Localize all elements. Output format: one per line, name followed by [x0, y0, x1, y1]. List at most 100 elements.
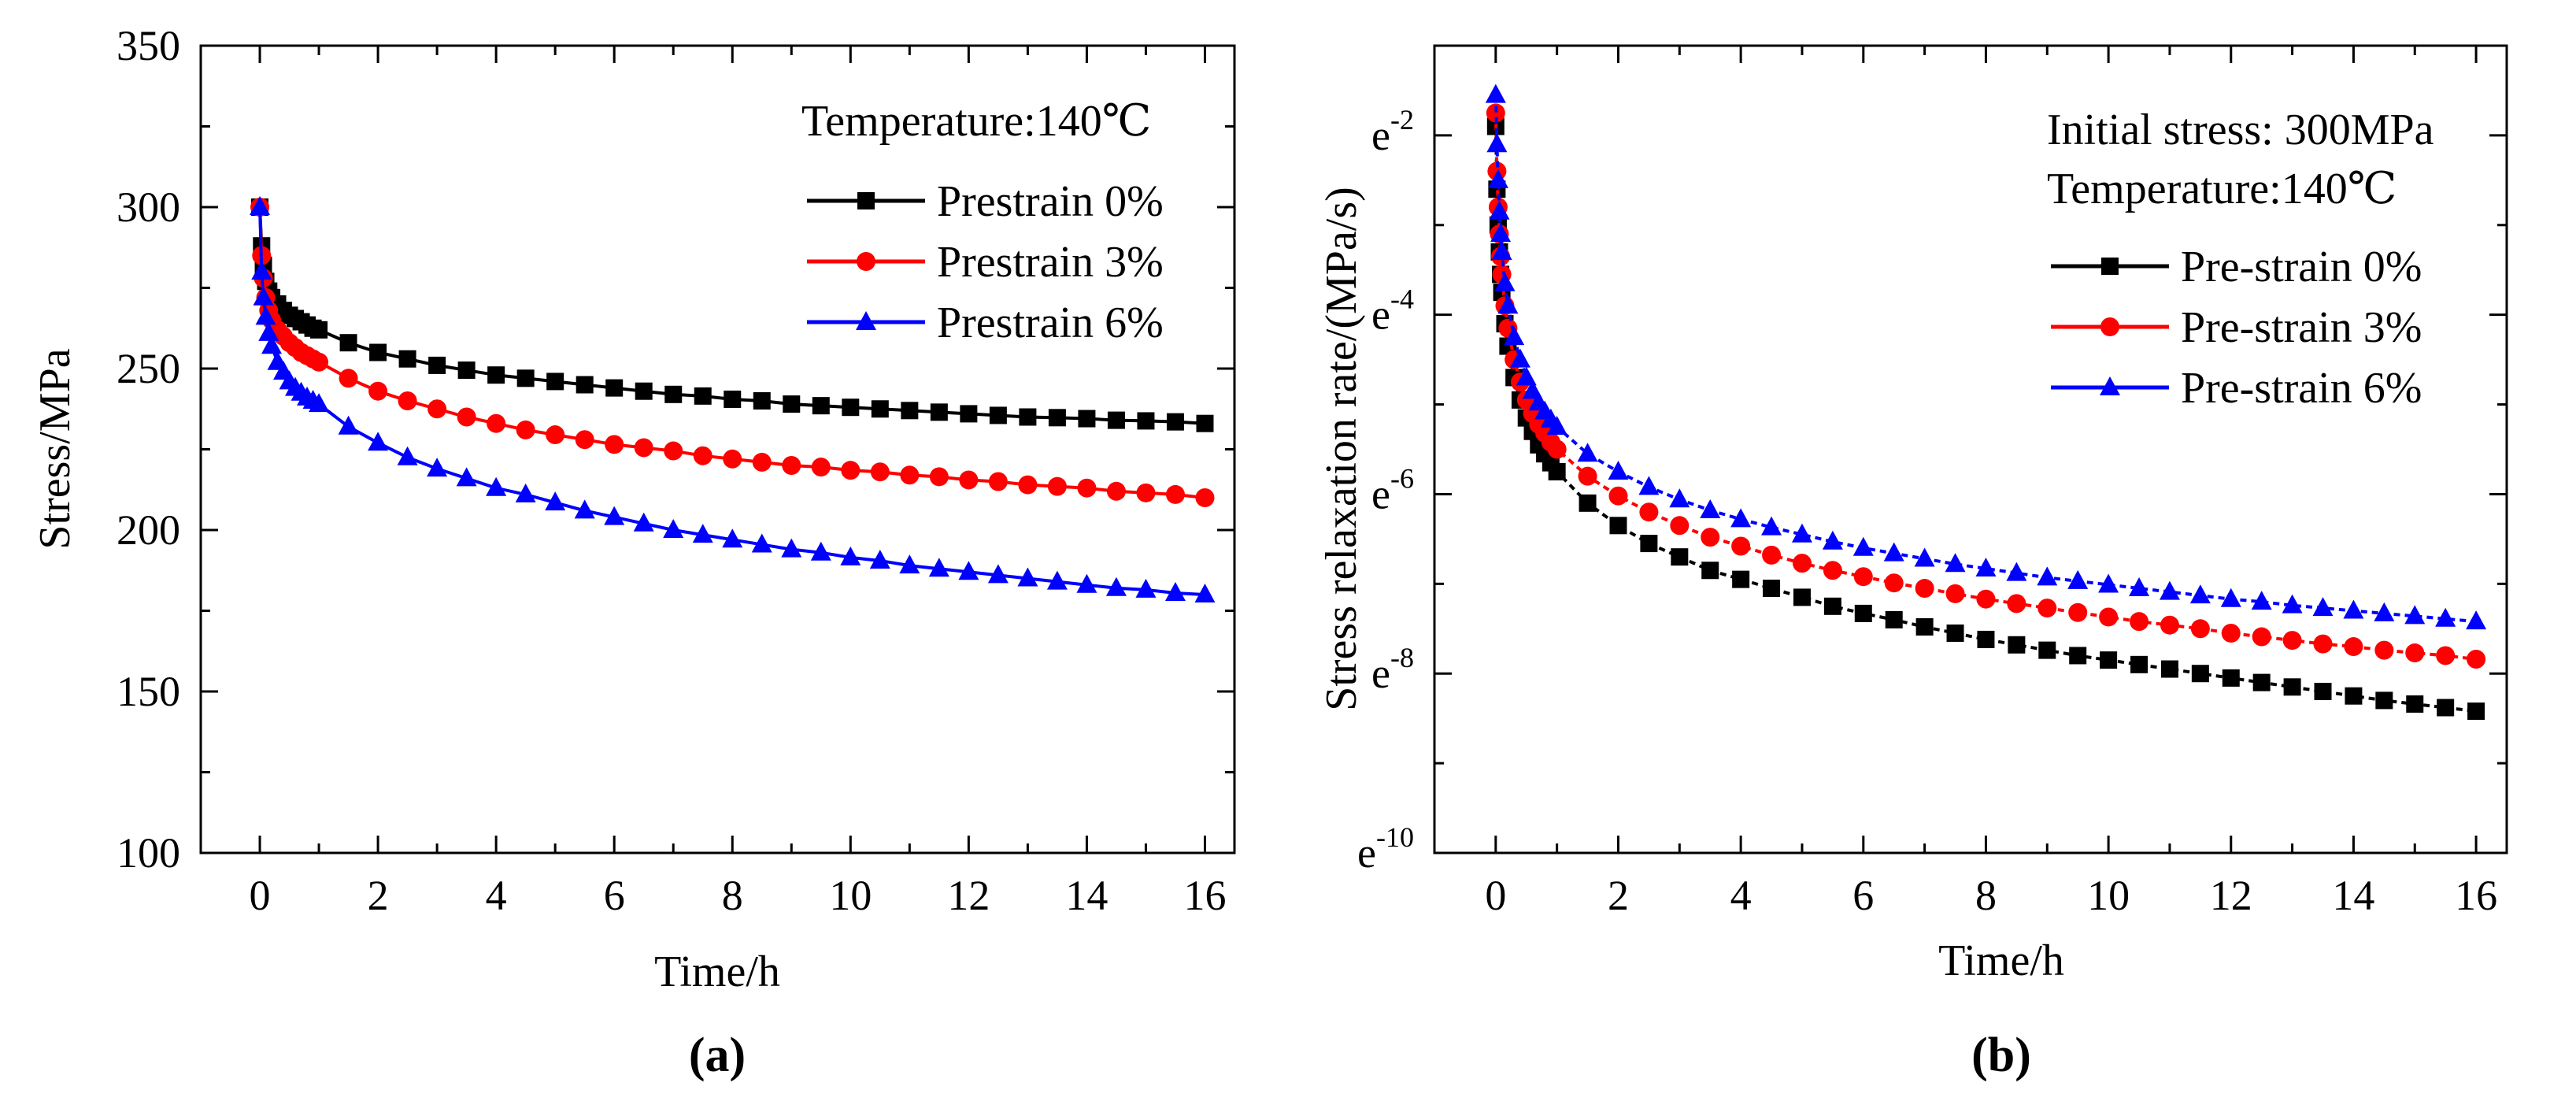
- legend-marker: [856, 311, 876, 330]
- data-point: [2282, 631, 2302, 651]
- legend-entry: Pre-strain 3%: [2051, 303, 2422, 352]
- data-point: [899, 554, 920, 574]
- data-point: [1639, 502, 1659, 522]
- x-tick-label: 16: [1183, 872, 1226, 919]
- data-point: [2375, 691, 2393, 710]
- data-point: [1915, 579, 1934, 599]
- data-point: [2467, 650, 2486, 669]
- data-point: [842, 399, 860, 417]
- data-point: [1884, 573, 1904, 593]
- data-point: [1076, 573, 1097, 593]
- legend-marker: [2101, 258, 2119, 275]
- data-point: [309, 393, 330, 413]
- data-point: [1494, 272, 1516, 291]
- data-point: [989, 406, 1007, 424]
- x-tick-label: 6: [604, 872, 625, 919]
- data-point: [486, 476, 507, 496]
- data-point: [398, 391, 417, 410]
- data-point: [840, 546, 861, 565]
- data-point: [1166, 413, 1184, 431]
- data-point: [1732, 570, 1750, 588]
- data-point: [398, 350, 416, 368]
- data-point: [693, 446, 712, 465]
- data-point: [782, 456, 801, 475]
- data-point: [2190, 619, 2210, 639]
- legend-marker: [857, 192, 875, 209]
- data-point: [1976, 589, 1996, 609]
- data-point: [1579, 494, 1597, 512]
- data-point: [515, 483, 536, 502]
- data-point: [722, 528, 743, 548]
- legend-entry: Pre-strain 6%: [2051, 364, 2422, 413]
- data-point: [2252, 673, 2271, 691]
- data-point: [1608, 460, 1629, 480]
- data-point: [783, 395, 801, 413]
- data-point: [1509, 348, 1530, 368]
- data-point: [2345, 687, 2363, 705]
- data-point: [1731, 536, 1751, 556]
- x-tick-label: 14: [1065, 872, 1108, 919]
- data-point: [2466, 610, 2487, 630]
- legend-entry: Pre-strain 0%: [2051, 243, 2422, 291]
- series-line: [1493, 95, 2477, 624]
- data-point: [1975, 557, 1997, 576]
- data-point: [2099, 607, 2119, 627]
- x-tick-label: 14: [2332, 872, 2374, 919]
- data-point: [635, 382, 653, 400]
- data-point: [339, 369, 358, 388]
- data-point: [1018, 475, 1038, 495]
- x-tick-label: 12: [2210, 872, 2252, 919]
- data-point: [2344, 637, 2363, 657]
- legend-marker: [2100, 376, 2120, 395]
- data-point: [1077, 478, 1097, 498]
- x-tick-label: 8: [1975, 872, 1997, 919]
- x-tick-label: 2: [1608, 872, 1629, 919]
- data-point: [2037, 566, 2058, 586]
- data-point: [2191, 665, 2209, 683]
- data-point: [1730, 508, 1752, 528]
- data-point: [261, 335, 283, 354]
- data-point: [338, 415, 359, 435]
- data-point: [2098, 573, 2119, 593]
- chart-b-xlabel: Time/h: [1938, 936, 2064, 985]
- data-point: [516, 420, 535, 439]
- data-point: [1516, 366, 1537, 386]
- data-point: [2069, 647, 2087, 665]
- data-point: [604, 506, 625, 525]
- data-point: [2467, 702, 2485, 721]
- data-point: [1885, 610, 1903, 628]
- data-point: [428, 356, 446, 374]
- data-point: [1946, 624, 1964, 642]
- x-tick-label: 4: [1730, 872, 1752, 919]
- data-point: [2435, 607, 2456, 627]
- legend-label: Prestrain 6%: [937, 298, 1164, 347]
- data-point: [1486, 133, 1508, 153]
- data-point: [1137, 412, 1155, 430]
- data-point: [1135, 578, 1157, 598]
- data-point: [663, 519, 684, 538]
- data-point: [1669, 488, 1690, 508]
- data-point: [1547, 439, 1567, 459]
- x-tick-label: 2: [368, 872, 389, 919]
- data-point: [1196, 414, 1214, 432]
- data-point: [258, 321, 279, 341]
- data-point: [1047, 476, 1067, 496]
- data-point: [2159, 580, 2180, 600]
- data-point: [2160, 615, 2179, 635]
- y-tick-label: 300: [117, 184, 180, 231]
- data-point: [427, 458, 448, 477]
- data-point: [1671, 548, 1689, 566]
- data-point: [2283, 678, 2301, 696]
- data-point: [575, 430, 594, 450]
- data-point: [928, 558, 949, 577]
- data-point: [960, 405, 978, 423]
- data-point: [2037, 599, 2057, 618]
- data-point: [1577, 443, 1598, 462]
- legend-label: Pre-strain 3%: [2181, 303, 2422, 352]
- data-point: [546, 425, 565, 445]
- x-tick-label: 4: [486, 872, 507, 919]
- chart-a-legend-title: Temperature:140℃: [801, 97, 1151, 146]
- data-point: [368, 381, 388, 401]
- data-point: [1105, 576, 1127, 596]
- data-point: [369, 343, 387, 361]
